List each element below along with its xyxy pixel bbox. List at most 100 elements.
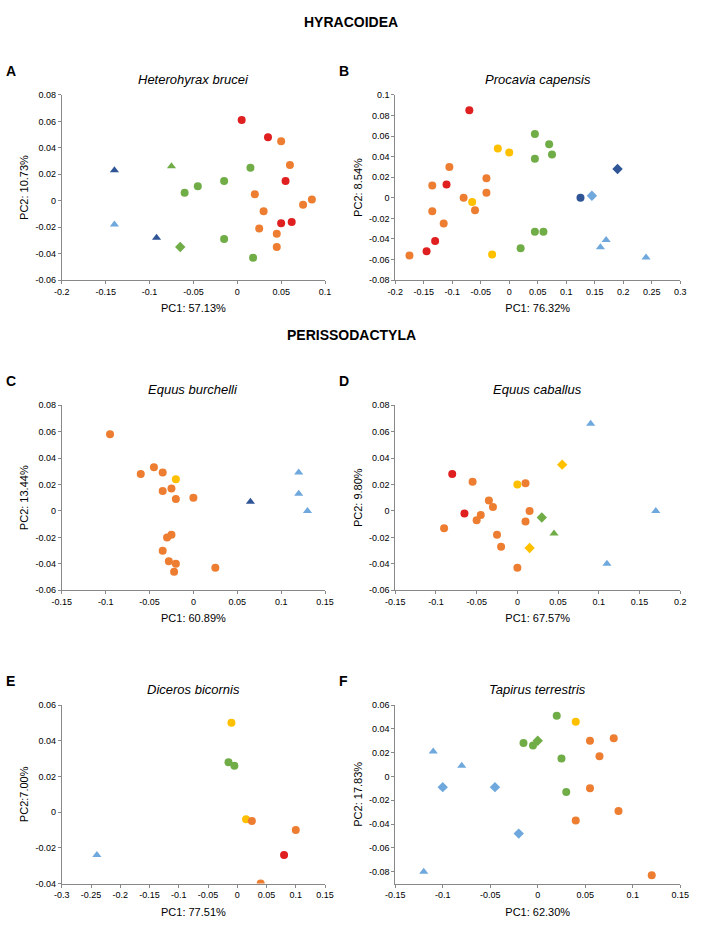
svg-text:-0.04: -0.04 bbox=[369, 559, 390, 569]
svg-text:-0.06: -0.06 bbox=[35, 275, 56, 285]
svg-text:-0.1: -0.1 bbox=[435, 890, 451, 900]
svg-text:PERISSODACTYLA: PERISSODACTYLA bbox=[287, 327, 416, 343]
svg-text:PC1: 62.30%: PC1: 62.30% bbox=[505, 906, 570, 918]
svg-text:0.04: 0.04 bbox=[38, 453, 56, 463]
svg-text:-0.15: -0.15 bbox=[52, 597, 73, 607]
svg-text:-0.02: -0.02 bbox=[369, 795, 390, 805]
svg-text:0.02: 0.02 bbox=[38, 772, 56, 782]
svg-text:0.1: 0.1 bbox=[593, 597, 606, 607]
svg-text:0.1: 0.1 bbox=[560, 287, 573, 297]
svg-text:PC2: 8.54%: PC2: 8.54% bbox=[352, 158, 364, 217]
svg-text:0.08: 0.08 bbox=[38, 400, 56, 410]
svg-text:0.08: 0.08 bbox=[372, 111, 390, 121]
svg-text:0.1: 0.1 bbox=[626, 890, 639, 900]
svg-text:C: C bbox=[6, 373, 16, 389]
svg-text:-0.05: -0.05 bbox=[139, 597, 160, 607]
svg-text:0.02: 0.02 bbox=[372, 172, 390, 182]
svg-text:-0.02: -0.02 bbox=[369, 214, 390, 224]
svg-text:PC2:7.00%: PC2:7.00% bbox=[18, 766, 30, 822]
svg-text:PC1: 77.51%: PC1: 77.51% bbox=[161, 906, 226, 918]
svg-text:-0.05: -0.05 bbox=[480, 890, 501, 900]
svg-text:-0.08: -0.08 bbox=[369, 275, 390, 285]
svg-text:PC1: 60.89%: PC1: 60.89% bbox=[161, 612, 226, 624]
svg-text:0.1: 0.1 bbox=[319, 287, 332, 297]
svg-text:B: B bbox=[339, 63, 349, 79]
svg-text:PC2: 9.80%: PC2: 9.80% bbox=[352, 468, 364, 527]
svg-text:-0.06: -0.06 bbox=[369, 843, 390, 853]
svg-text:-0.06: -0.06 bbox=[369, 255, 390, 265]
svg-text:Equus burchelli: Equus burchelli bbox=[148, 382, 238, 397]
svg-text:0: 0 bbox=[191, 597, 196, 607]
svg-text:0.06: 0.06 bbox=[38, 700, 56, 710]
svg-text:0.05: 0.05 bbox=[229, 597, 247, 607]
svg-text:E: E bbox=[6, 673, 15, 689]
svg-text:0: 0 bbox=[507, 287, 512, 297]
svg-text:-0.08: -0.08 bbox=[369, 867, 390, 877]
svg-text:Equus caballus: Equus caballus bbox=[493, 382, 582, 397]
svg-text:PC1: 67.57%: PC1: 67.57% bbox=[505, 612, 570, 624]
svg-text:-0.05: -0.05 bbox=[198, 890, 219, 900]
svg-text:0.05: 0.05 bbox=[576, 890, 594, 900]
svg-text:PC1: 76.32%: PC1: 76.32% bbox=[505, 302, 570, 314]
svg-text:0.15: 0.15 bbox=[316, 597, 334, 607]
svg-text:0.25: 0.25 bbox=[643, 287, 661, 297]
svg-text:-0.06: -0.06 bbox=[369, 585, 390, 595]
svg-text:0.1: 0.1 bbox=[275, 597, 288, 607]
svg-text:-0.04: -0.04 bbox=[35, 249, 56, 259]
svg-text:-0.15: -0.15 bbox=[95, 287, 116, 297]
svg-text:0.04: 0.04 bbox=[372, 724, 390, 734]
svg-text:-0.2: -0.2 bbox=[54, 287, 70, 297]
svg-text:-0.05: -0.05 bbox=[466, 597, 487, 607]
svg-text:Tapirus terrestris: Tapirus terrestris bbox=[489, 682, 586, 697]
svg-text:0.02: 0.02 bbox=[372, 480, 390, 490]
svg-text:0.06: 0.06 bbox=[38, 117, 56, 127]
svg-text:-0.1: -0.1 bbox=[171, 890, 187, 900]
svg-text:0.2: 0.2 bbox=[674, 597, 687, 607]
svg-text:-0.04: -0.04 bbox=[369, 819, 390, 829]
svg-text:0: 0 bbox=[51, 807, 56, 817]
svg-text:A: A bbox=[6, 63, 16, 79]
svg-text:0.05: 0.05 bbox=[549, 597, 567, 607]
svg-text:0.04: 0.04 bbox=[372, 152, 390, 162]
svg-text:0: 0 bbox=[384, 506, 389, 516]
svg-text:Heterohyrax brucei: Heterohyrax brucei bbox=[138, 72, 249, 87]
svg-text:0.3: 0.3 bbox=[674, 287, 687, 297]
svg-text:-0.06: -0.06 bbox=[35, 585, 56, 595]
svg-text:0.02: 0.02 bbox=[372, 748, 390, 758]
svg-text:0.05: 0.05 bbox=[272, 287, 290, 297]
svg-text:0.1: 0.1 bbox=[290, 890, 303, 900]
svg-text:Procavia capensis: Procavia capensis bbox=[485, 72, 591, 87]
svg-text:-0.15: -0.15 bbox=[413, 287, 434, 297]
svg-text:PC2: 13.44%: PC2: 13.44% bbox=[18, 465, 30, 530]
svg-text:-0.15: -0.15 bbox=[385, 890, 406, 900]
svg-text:HYRACOIDEA: HYRACOIDEA bbox=[304, 14, 398, 30]
svg-text:0: 0 bbox=[51, 506, 56, 516]
svg-text:0.15: 0.15 bbox=[586, 287, 604, 297]
svg-text:Diceros bicornis: Diceros bicornis bbox=[147, 682, 240, 697]
svg-text:0: 0 bbox=[51, 196, 56, 206]
svg-text:0: 0 bbox=[235, 890, 240, 900]
svg-text:0.02: 0.02 bbox=[38, 169, 56, 179]
svg-text:0.15: 0.15 bbox=[316, 890, 334, 900]
svg-text:0.15: 0.15 bbox=[631, 597, 649, 607]
svg-text:0.08: 0.08 bbox=[38, 90, 56, 100]
svg-text:0.1: 0.1 bbox=[377, 90, 390, 100]
svg-text:-0.02: -0.02 bbox=[35, 533, 56, 543]
svg-text:0.06: 0.06 bbox=[372, 427, 390, 437]
svg-text:-0.25: -0.25 bbox=[81, 890, 102, 900]
svg-text:-0.05: -0.05 bbox=[183, 287, 204, 297]
svg-text:-0.2: -0.2 bbox=[387, 287, 403, 297]
svg-text:0: 0 bbox=[384, 193, 389, 203]
svg-text:-0.04: -0.04 bbox=[35, 559, 56, 569]
svg-text:-0.1: -0.1 bbox=[444, 287, 460, 297]
svg-text:PC1: 57.13%: PC1: 57.13% bbox=[161, 302, 226, 314]
svg-text:0.04: 0.04 bbox=[372, 453, 390, 463]
svg-text:0.04: 0.04 bbox=[38, 736, 56, 746]
svg-text:0.02: 0.02 bbox=[38, 480, 56, 490]
svg-text:0.15: 0.15 bbox=[671, 890, 689, 900]
svg-text:PC2: 10.73%: PC2: 10.73% bbox=[18, 155, 30, 220]
svg-text:0.08: 0.08 bbox=[372, 400, 390, 410]
svg-text:-0.3: -0.3 bbox=[54, 890, 70, 900]
svg-text:PC2: 17.83%: PC2: 17.83% bbox=[352, 762, 364, 827]
svg-text:F: F bbox=[339, 673, 348, 689]
